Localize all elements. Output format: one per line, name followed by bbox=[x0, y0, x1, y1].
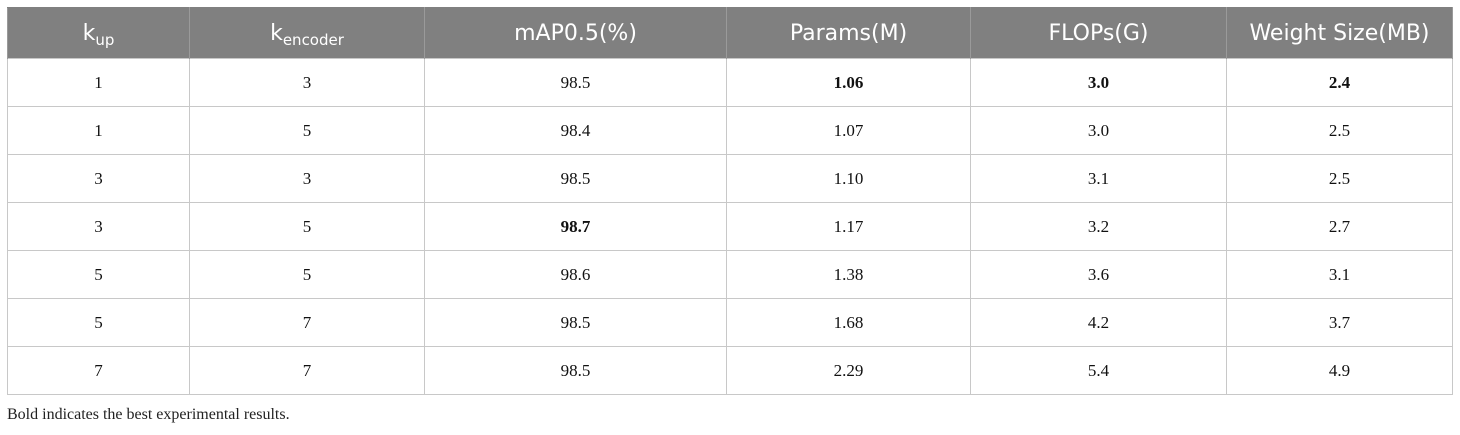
table-cell: 1.06 bbox=[726, 58, 971, 107]
table-cell: 3 bbox=[7, 202, 190, 251]
table-cell: 3 bbox=[189, 154, 425, 203]
table-cell: 1.68 bbox=[726, 298, 971, 347]
table-cell: 1.07 bbox=[726, 106, 971, 155]
table-cell: 7 bbox=[7, 346, 190, 395]
table-row: 1 3 98.5 1.06 3.0 2.4 bbox=[7, 58, 1453, 107]
table-row: 3 5 98.7 1.17 3.2 2.7 bbox=[7, 202, 1453, 251]
table-cell: 5 bbox=[189, 202, 425, 251]
table-cell: 3.0 bbox=[970, 58, 1227, 107]
table-cell: 98.6 bbox=[424, 250, 727, 299]
header-k-encoder: kencoder bbox=[189, 7, 425, 59]
table-row: 3 3 98.5 1.10 3.1 2.5 bbox=[7, 154, 1453, 203]
table-cell: 3.1 bbox=[970, 154, 1227, 203]
table-row: 1 5 98.4 1.07 3.0 2.5 bbox=[7, 106, 1453, 155]
table-cell: 2.7 bbox=[1226, 202, 1453, 251]
table-cell: 1.38 bbox=[726, 250, 971, 299]
table-cell: 7 bbox=[189, 346, 425, 395]
table-cell: 98.5 bbox=[424, 58, 727, 107]
table-cell: 2.5 bbox=[1226, 154, 1453, 203]
table-footnote: Bold indicates the best experimental res… bbox=[7, 406, 290, 423]
results-table: kup kencoder mAP0.5(%) Params(M) FLOPs(G… bbox=[7, 7, 1453, 395]
table-cell: 4.9 bbox=[1226, 346, 1453, 395]
table-cell: 3.7 bbox=[1226, 298, 1453, 347]
table-cell: 3 bbox=[7, 154, 190, 203]
header-map: mAP0.5(%) bbox=[424, 7, 727, 59]
table-cell: 98.5 bbox=[424, 298, 727, 347]
table-cell: 1.10 bbox=[726, 154, 971, 203]
table-cell: 98.5 bbox=[424, 346, 727, 395]
table-cell: 5 bbox=[7, 250, 190, 299]
table-cell: 3.1 bbox=[1226, 250, 1453, 299]
table-cell: 2.4 bbox=[1226, 58, 1453, 107]
table-cell: 3 bbox=[189, 58, 425, 107]
table-cell: 98.7 bbox=[424, 202, 727, 251]
header-k-up: kup bbox=[7, 7, 190, 59]
table-body: 1 3 98.5 1.06 3.0 2.4 1 5 98.4 1.07 3.0 2.5 3 3 98.5 1.… bbox=[7, 58, 1453, 395]
header-weight-size: Weight Size(MB) bbox=[1226, 7, 1453, 59]
table-cell: 3.6 bbox=[970, 250, 1227, 299]
table-cell: 2.5 bbox=[1226, 106, 1453, 155]
table-row: 7 7 98.5 2.29 5.4 4.9 bbox=[7, 346, 1453, 395]
results-table-container: kup kencoder mAP0.5(%) Params(M) FLOPs(G… bbox=[7, 7, 1453, 395]
table-cell: 7 bbox=[189, 298, 425, 347]
table-cell: 5 bbox=[7, 298, 190, 347]
table-cell: 4.2 bbox=[970, 298, 1227, 347]
table-cell: 1 bbox=[7, 58, 190, 107]
table-cell: 5 bbox=[189, 250, 425, 299]
table-row: 5 7 98.5 1.68 4.2 3.7 bbox=[7, 298, 1453, 347]
table-cell: 98.4 bbox=[424, 106, 727, 155]
header-row: kup kencoder mAP0.5(%) Params(M) FLOPs(G… bbox=[7, 7, 1453, 59]
table-cell: 1.17 bbox=[726, 202, 971, 251]
table-cell: 3.2 bbox=[970, 202, 1227, 251]
table-cell: 98.5 bbox=[424, 154, 727, 203]
table-cell: 5.4 bbox=[970, 346, 1227, 395]
header-params: Params(M) bbox=[726, 7, 971, 59]
table-header: kup kencoder mAP0.5(%) Params(M) FLOPs(G… bbox=[7, 7, 1453, 59]
table-cell: 1 bbox=[7, 106, 190, 155]
table-cell: 3.0 bbox=[970, 106, 1227, 155]
table-row: 5 5 98.6 1.38 3.6 3.1 bbox=[7, 250, 1453, 299]
table-cell: 5 bbox=[189, 106, 425, 155]
header-flops: FLOPs(G) bbox=[970, 7, 1227, 59]
table-cell: 2.29 bbox=[726, 346, 971, 395]
